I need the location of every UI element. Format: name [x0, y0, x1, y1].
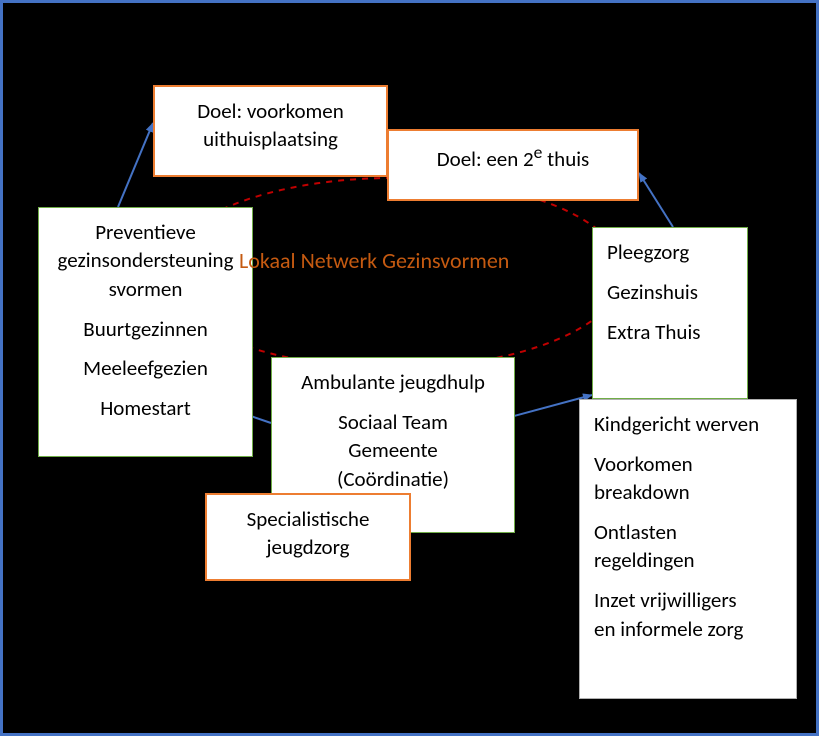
arrow-pleeg-to-doel2 [639, 173, 673, 227]
node-text: regeldingen [594, 546, 782, 574]
node-text: en informele zorg [594, 615, 782, 643]
node-doel1: Doel: voorkomenuithuisplaatsing [153, 85, 388, 177]
node-text: Voorkomen [594, 450, 782, 478]
node-text: Pleegzorg [607, 238, 733, 266]
node-text [594, 507, 782, 519]
node-text: Specialistische [221, 505, 395, 533]
node-text [53, 343, 238, 355]
node-text: breakdown [594, 478, 782, 506]
node-text: Homestart [53, 394, 238, 422]
node-text: gezinsondersteuning [53, 246, 238, 274]
node-text [607, 266, 733, 278]
node-text [594, 438, 782, 450]
node-text [53, 303, 238, 315]
node-pleeg: Pleegzorg Gezinshuis Extra Thuis [592, 227, 748, 399]
node-text: Inzet vrijwilligers [594, 586, 782, 614]
node-text [594, 575, 782, 587]
node-kind: Kindgericht werven Voorkomenbreakdown On… [579, 399, 797, 699]
node-text: Ontlasten [594, 518, 782, 546]
node-special: Specialistischejeugdzorg [205, 493, 411, 581]
node-prevent: Preventievegezinsondersteuningsvormen Bu… [38, 207, 253, 457]
node-text: Gemeente [286, 436, 500, 464]
node-text: Extra Thuis [607, 318, 733, 346]
node-text: Sociaal Team [286, 408, 500, 436]
node-text: jeugdzorg [221, 533, 395, 561]
node-text: uithuisplaatsing [169, 125, 372, 153]
node-text [286, 396, 500, 408]
diagram-canvas: Doel: voorkomenuithuisplaatsing Doel: een… [0, 0, 819, 736]
node-text: Doel: voorkomen [169, 97, 372, 125]
node-text: Preventieve [53, 218, 238, 246]
node-text: Gezinshuis [607, 278, 733, 306]
node-text [607, 306, 733, 318]
node-text: (Coördinatie) [286, 465, 500, 493]
arrow-prevent-to-doel1 [118, 123, 153, 207]
node-text: Doel: een 2e thuis [403, 141, 623, 173]
center-title: Lokaal Netwerk Gezinsvormen [239, 247, 509, 274]
node-text: Kindgericht werven [594, 410, 782, 438]
node-doel2: Doel: een 2e thuis [387, 129, 639, 201]
node-text [53, 383, 238, 395]
